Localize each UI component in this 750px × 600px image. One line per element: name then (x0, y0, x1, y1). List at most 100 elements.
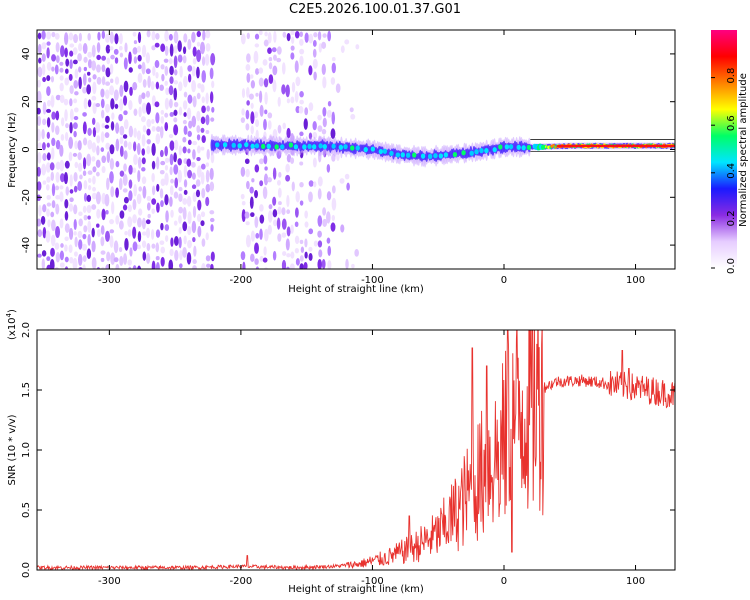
trace-peak (461, 150, 466, 156)
noise-blob (174, 177, 179, 189)
noise-blob (55, 125, 60, 136)
noise-blob (49, 259, 55, 269)
noise-blob (322, 107, 327, 117)
noise-blob (196, 125, 201, 134)
trace-peak (504, 144, 510, 150)
noise-blob (64, 223, 70, 233)
noise-blob (69, 98, 73, 107)
noise-blob (119, 84, 124, 97)
noise-blob (240, 166, 246, 177)
noise-blob (46, 41, 51, 46)
noise-blob (244, 211, 250, 219)
noise-blob (173, 45, 178, 54)
noise-blob (151, 260, 156, 269)
noise-blob (173, 30, 179, 44)
noise-blob (105, 142, 111, 150)
noise-blob (156, 202, 160, 213)
noise-blob (272, 65, 278, 76)
noise-blob (124, 42, 128, 53)
noise-blob (133, 154, 138, 166)
noise-blob (46, 61, 52, 71)
y-tick-label: 1.5 (21, 382, 32, 398)
trace-peak (610, 144, 612, 148)
noise-blob (183, 125, 188, 135)
noise-blob (196, 165, 202, 178)
trace-peak (581, 144, 583, 148)
noise-blob (86, 153, 92, 167)
noise-blob (69, 121, 73, 134)
trace-peak (625, 144, 627, 148)
noise-blob (137, 31, 142, 44)
noise-blob (294, 30, 300, 39)
noise-blob (196, 41, 201, 47)
noise-blob (191, 161, 196, 168)
noise-blob (267, 47, 272, 55)
noise-blob (141, 44, 147, 58)
trace-peak (590, 144, 592, 148)
noise-blob (105, 33, 110, 43)
noise-blob (259, 228, 263, 240)
noise-blob (73, 98, 78, 104)
noise-blob (249, 186, 254, 194)
noise-blob (272, 219, 278, 227)
noise-blob (304, 238, 308, 248)
noise-blob (192, 149, 196, 160)
noise-blob (200, 83, 205, 93)
noise-blob (326, 109, 332, 118)
noise-blob (73, 130, 77, 138)
noise-blob (141, 176, 147, 185)
trace-peak (484, 148, 489, 154)
trace-peak (343, 144, 348, 150)
noise-blob (179, 65, 183, 78)
noise-blob (164, 45, 169, 56)
noise-blob (109, 144, 115, 155)
noise-blob (110, 186, 115, 198)
noise-blob (183, 179, 188, 188)
noise-blob (317, 259, 322, 269)
trace-peak (508, 144, 514, 150)
noise-blob (128, 190, 133, 202)
noise-blob (183, 112, 187, 117)
trace-peak (322, 144, 328, 150)
noise-blob (119, 255, 124, 267)
noise-blob (259, 214, 265, 224)
noise-blob (299, 263, 304, 269)
noise-blob (148, 268, 150, 269)
noise-blob (294, 235, 300, 245)
noise-blob (330, 77, 336, 85)
noise-blob (113, 240, 119, 254)
noise-blob (37, 66, 43, 78)
noise-blob (196, 156, 201, 162)
noise-blob (186, 158, 192, 167)
noise-blob (262, 257, 268, 263)
noise-blob (169, 196, 173, 207)
noise-blob (115, 187, 119, 198)
noise-blob (133, 127, 137, 138)
trace-peak (222, 142, 228, 148)
noise-blob (115, 263, 120, 269)
trace-peak (671, 144, 673, 148)
noise-blob (82, 255, 87, 263)
noise-blob (46, 100, 51, 107)
noise-blob (145, 52, 151, 64)
noise-blob (64, 198, 69, 209)
x-tick-label: 100 (626, 576, 645, 587)
noise-blob (82, 264, 86, 269)
noise-blob (83, 214, 88, 221)
noise-blob (145, 90, 151, 98)
trace-peak (626, 144, 628, 148)
noise-blob (160, 246, 166, 254)
noise-blob (201, 70, 206, 83)
noise-blob (182, 136, 187, 143)
noise-blob (344, 39, 350, 45)
noise-blob (96, 228, 101, 238)
trace-peak (591, 144, 593, 148)
noise-blob (290, 96, 295, 104)
noise-blob (132, 226, 137, 239)
noise-blob (141, 217, 146, 230)
noise-blob (46, 142, 50, 148)
noise-blob (290, 30, 295, 36)
noise-blob (46, 47, 50, 59)
y-tick-label: 20 (21, 95, 32, 108)
trace-peak (378, 148, 383, 155)
